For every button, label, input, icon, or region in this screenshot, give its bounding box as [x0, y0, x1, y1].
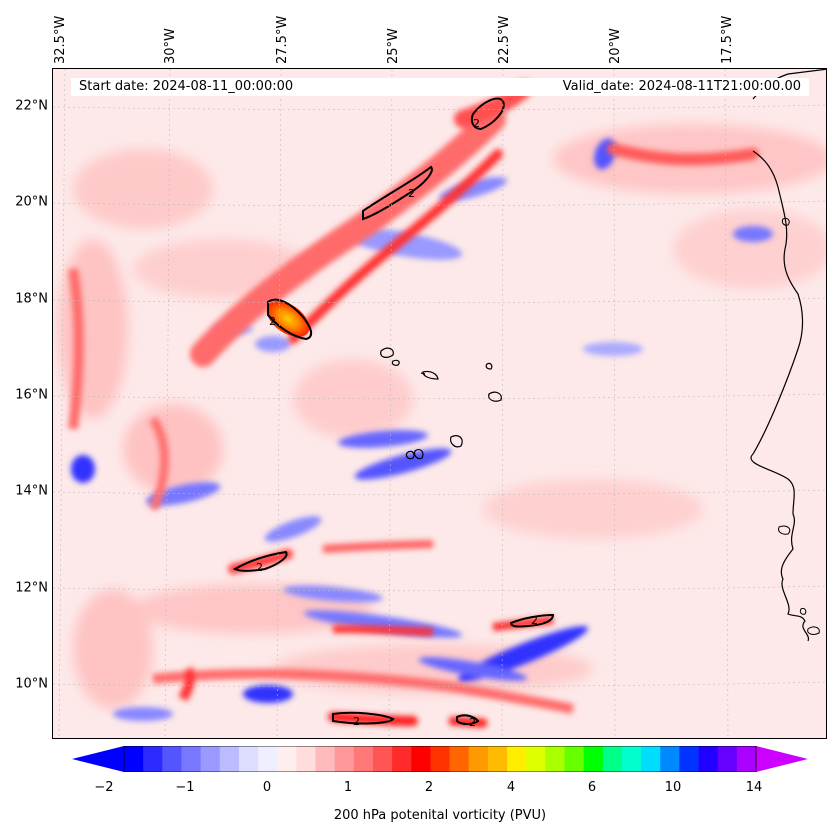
longitude-label: 22.5°W [497, 15, 512, 64]
start-date-label: Start date: 2024-08-11_00:00:00 [79, 79, 294, 94]
contour-label: 2 [473, 117, 480, 130]
colorbar-tick-label: 4 [506, 780, 516, 795]
longitude-label: 25°W [386, 28, 401, 64]
colorbar-cell [258, 746, 278, 772]
colorbar-cell [698, 746, 719, 772]
latitude-label: 10°N [15, 676, 48, 692]
colorbar-cell [679, 746, 700, 772]
colorbar-tick-label: −2 [94, 780, 114, 795]
colorbar-cell [181, 746, 202, 772]
contour-label: 2 [353, 715, 360, 728]
longitude-label: 30°W [163, 28, 178, 64]
colorbar-cell [143, 746, 163, 772]
pv-2-contours [232, 97, 555, 725]
latitude-label: 18°N [15, 291, 48, 307]
colorbar-cell [411, 746, 431, 772]
colorbar-cell [372, 746, 393, 772]
map-panel: 2 2 2 2 2 2 2 [52, 68, 827, 739]
colorbar-cell [124, 746, 144, 772]
longitude-label: 32.5°W [53, 15, 68, 64]
colorbar-cell [487, 746, 508, 772]
graticule [53, 69, 826, 738]
colorbar-cell [583, 746, 604, 772]
contour-label: 2 [469, 716, 476, 729]
longitude-label: 27.5°W [275, 15, 290, 64]
colorbar-cell [353, 746, 374, 772]
colorbar-tick-label: 6 [587, 780, 597, 795]
colorbar-tick-label: 1 [343, 780, 353, 795]
date-info-bar: Start date: 2024-08-11_00:00:00 Valid_da… [71, 78, 809, 96]
colorbar-cell [296, 746, 317, 772]
latitude-label: 22°N [15, 98, 48, 114]
colorbar-cell [449, 746, 470, 772]
colorbar-cell [162, 746, 182, 772]
colorbar-cell [219, 746, 240, 772]
colorbar-tick-label: 10 [664, 780, 682, 795]
colorbar-cell [641, 746, 661, 772]
colorbar-cell [430, 746, 451, 772]
colorbar-tick-label: 0 [262, 780, 272, 795]
colorbar-cell [526, 746, 546, 772]
contour-label: 2 [408, 187, 415, 200]
colorbar-cell [315, 746, 336, 772]
colorbar-cell [392, 746, 412, 772]
colorbar-cell [468, 746, 489, 772]
colorbar-cell [334, 746, 355, 772]
colorbar-tick-label: 14 [745, 780, 763, 795]
colorbar-cell [602, 746, 623, 772]
colorbar [72, 746, 808, 772]
longitude-label: 17.5°W [720, 15, 735, 64]
colorbar-cell [717, 746, 738, 772]
islands [380, 347, 502, 460]
colorbar-cell [736, 746, 757, 772]
contour-label: 2 [269, 315, 276, 328]
latitude-label: 14°N [15, 483, 48, 499]
pv-field: 2 2 2 2 2 2 2 [53, 69, 826, 738]
latitude-label: 16°N [15, 387, 48, 403]
colorbar-tick-label: 2 [424, 780, 434, 795]
latitude-label: 12°N [15, 580, 48, 596]
colorbar-cell [564, 746, 585, 772]
valid-date-label: Valid_date: 2024-08-11T21:00:00.00 [562, 79, 801, 94]
longitude-label: 20°W [608, 28, 623, 64]
contour-label: 2 [531, 614, 538, 627]
colorbar-cell [200, 746, 221, 772]
pv-maximum [266, 301, 310, 337]
colorbar-cell [277, 746, 297, 772]
colorbar-under-arrow [72, 746, 124, 772]
colorbar-cell [621, 746, 642, 772]
colorbar-cell [545, 746, 565, 772]
colorbar-cell [660, 746, 680, 772]
latitude-label: 20°N [15, 194, 48, 210]
colorbar-tick-label: −1 [175, 780, 195, 795]
colorbar-cell [507, 746, 527, 772]
colorbar-over-arrow [756, 746, 808, 772]
colorbar-cell [238, 746, 259, 772]
contour-label: 2 [256, 561, 263, 574]
colorbar-title: 200 hPa potenital vorticity (PVU) [333, 808, 547, 823]
contour-label-group: 2 2 2 2 2 2 2 [256, 117, 538, 729]
coastal-islands [778, 218, 820, 635]
